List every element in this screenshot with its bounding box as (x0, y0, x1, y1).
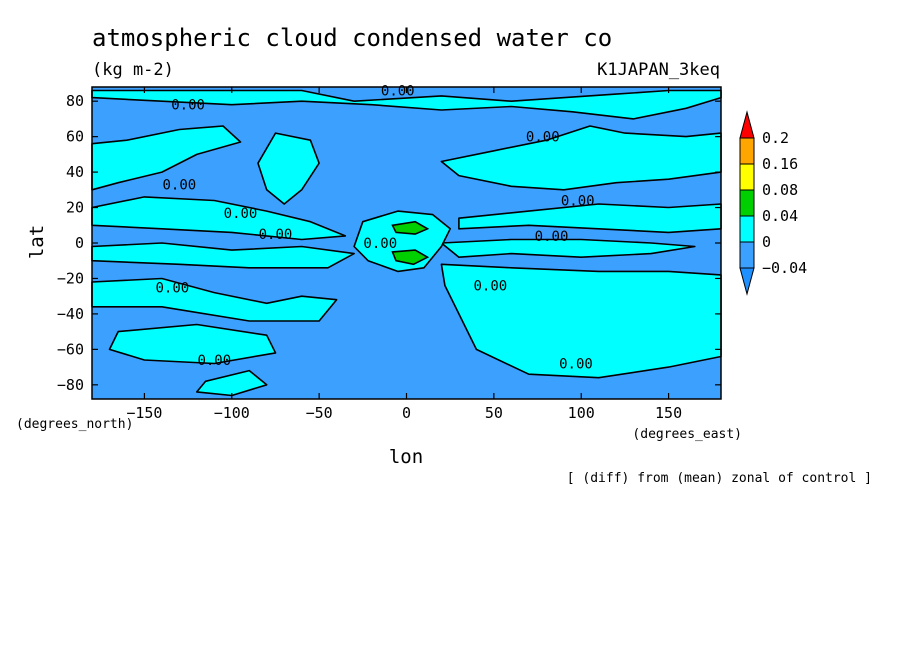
colorbar-box (739, 137, 755, 165)
positive-region-arctic-band (91, 89, 722, 120)
colorbar-label: 0 (762, 233, 771, 251)
colorbar-box (739, 189, 755, 217)
contour-label: 0.00 (156, 280, 190, 296)
colorbar-label: 0.2 (762, 129, 789, 147)
positive-region-north-atlantic-lobe (257, 132, 320, 205)
contour-label: 0.00 (535, 229, 569, 245)
colorbar-extend-high (739, 110, 755, 139)
colorbar-label: 0.08 (762, 181, 798, 199)
y-tick-label: 20 (66, 199, 84, 217)
x-tick-label: 50 (485, 404, 503, 422)
y-tick-label: −20 (57, 269, 84, 287)
positive-region-south-subtropic (91, 277, 338, 322)
colorbar-extend-low (739, 267, 755, 296)
y-tick-label: −40 (57, 305, 84, 323)
contour-label: 0.00 (561, 193, 595, 209)
y-tick-label: 60 (66, 128, 84, 146)
positive-region-north-subtropic-west (91, 196, 347, 241)
contour-label: 0.00 (197, 353, 231, 369)
y-tick-label: 40 (66, 163, 84, 181)
peak-regions (391, 220, 430, 266)
y-tick-label: 0 (75, 234, 84, 252)
x-axis-label: lon (389, 446, 423, 468)
contour-label: 0.00 (526, 130, 560, 146)
comparison-note: [ (diff) from (mean) zonal of control ] (567, 471, 872, 486)
chart-title: atmospheric cloud condensed water co (92, 24, 612, 52)
contour-label: 0.00 (381, 84, 415, 100)
contour-label: 0.00 (224, 206, 258, 222)
filled-regions (91, 89, 722, 397)
positive-region-antarctic-west-patch (196, 369, 268, 397)
x-tick-label: −150 (126, 404, 162, 422)
run-id-label: K1JAPAN_3keq (597, 60, 720, 80)
positive-region-south-west-lobe (108, 323, 277, 365)
y-tick-label: 80 (66, 92, 84, 110)
positive-region-equatorial-east-tongue (440, 238, 696, 259)
contour-label: 0.00 (163, 178, 197, 194)
x-tick-label: −50 (306, 404, 333, 422)
y-units-label: (degrees_north) (16, 417, 133, 432)
contour-label: 0.00 (363, 236, 397, 252)
colorbar-box (739, 163, 755, 191)
x-tick-label: 150 (655, 404, 682, 422)
positive-region-equatorial-west (91, 242, 355, 269)
colorbar-label: 0.04 (762, 207, 798, 225)
contour-labels: 0.000.000.000.000.000.000.000.000.000.00… (156, 84, 595, 373)
colorbar-label: −0.04 (762, 259, 807, 277)
x-tick-label: 100 (568, 404, 595, 422)
y-tick-label: −60 (57, 340, 84, 358)
plot-area: 0.000.000.000.000.000.000.000.000.000.00… (91, 84, 722, 400)
x-tick-label: −100 (214, 404, 250, 422)
contour-label: 0.00 (259, 227, 293, 243)
units-label: (kg m-2) (92, 60, 174, 80)
y-axis-label: lat (26, 225, 48, 259)
colorbar-box (739, 215, 755, 243)
positive-region-north-pacific-atlantic (91, 125, 242, 191)
contour-label: 0.00 (474, 279, 508, 295)
colorbar-box (739, 241, 755, 269)
x-tick-label: 0 (402, 404, 411, 422)
x-units-label: (degrees_east) (632, 427, 742, 442)
contour-label: 0.00 (559, 357, 593, 373)
colorbar: 0.2 0.16 0.08 0.04 0 −0.04 (739, 110, 807, 296)
y-tick-label: −80 (57, 376, 84, 394)
contour-label: 0.00 (171, 98, 205, 114)
x-axis-ticks: −150 −100 −50 0 50 100 150 (126, 87, 682, 422)
positive-region-south-east-big (440, 263, 722, 379)
colorbar-label: 0.16 (762, 155, 798, 173)
peak-region-north-peak (391, 220, 430, 235)
peak-region-south-peak (391, 249, 430, 266)
y-axis-ticks: −80 −60 −40 −20 0 20 40 60 80 (57, 92, 721, 394)
